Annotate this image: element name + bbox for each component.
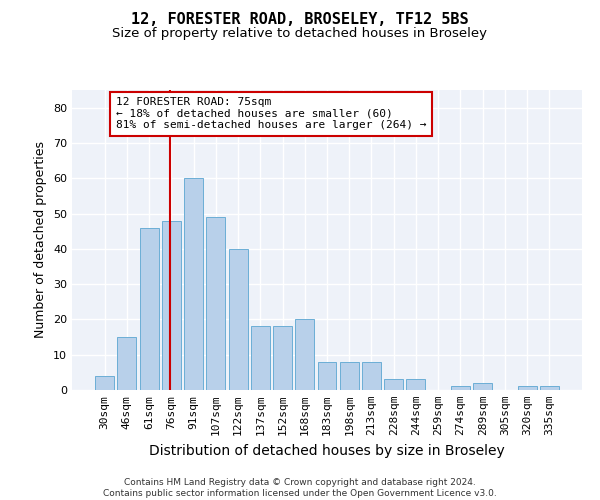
Bar: [229, 249, 248, 390]
Bar: [273, 326, 292, 390]
Bar: [340, 362, 359, 390]
Bar: [518, 386, 536, 390]
Text: 12 FORESTER ROAD: 75sqm
← 18% of detached houses are smaller (60)
81% of semi-de: 12 FORESTER ROAD: 75sqm ← 18% of detache…: [116, 97, 426, 130]
Bar: [317, 362, 337, 390]
Bar: [406, 380, 425, 390]
Text: Contains HM Land Registry data © Crown copyright and database right 2024.
Contai: Contains HM Land Registry data © Crown c…: [103, 478, 497, 498]
Bar: [473, 383, 492, 390]
Y-axis label: Number of detached properties: Number of detached properties: [34, 142, 47, 338]
Bar: [362, 362, 381, 390]
Bar: [184, 178, 203, 390]
X-axis label: Distribution of detached houses by size in Broseley: Distribution of detached houses by size …: [149, 444, 505, 458]
Bar: [384, 380, 403, 390]
Bar: [540, 386, 559, 390]
Bar: [118, 337, 136, 390]
Bar: [162, 220, 181, 390]
Bar: [251, 326, 270, 390]
Text: 12, FORESTER ROAD, BROSELEY, TF12 5BS: 12, FORESTER ROAD, BROSELEY, TF12 5BS: [131, 12, 469, 28]
Bar: [95, 376, 114, 390]
Bar: [295, 320, 314, 390]
Text: Size of property relative to detached houses in Broseley: Size of property relative to detached ho…: [113, 28, 487, 40]
Bar: [206, 217, 225, 390]
Bar: [140, 228, 158, 390]
Bar: [451, 386, 470, 390]
